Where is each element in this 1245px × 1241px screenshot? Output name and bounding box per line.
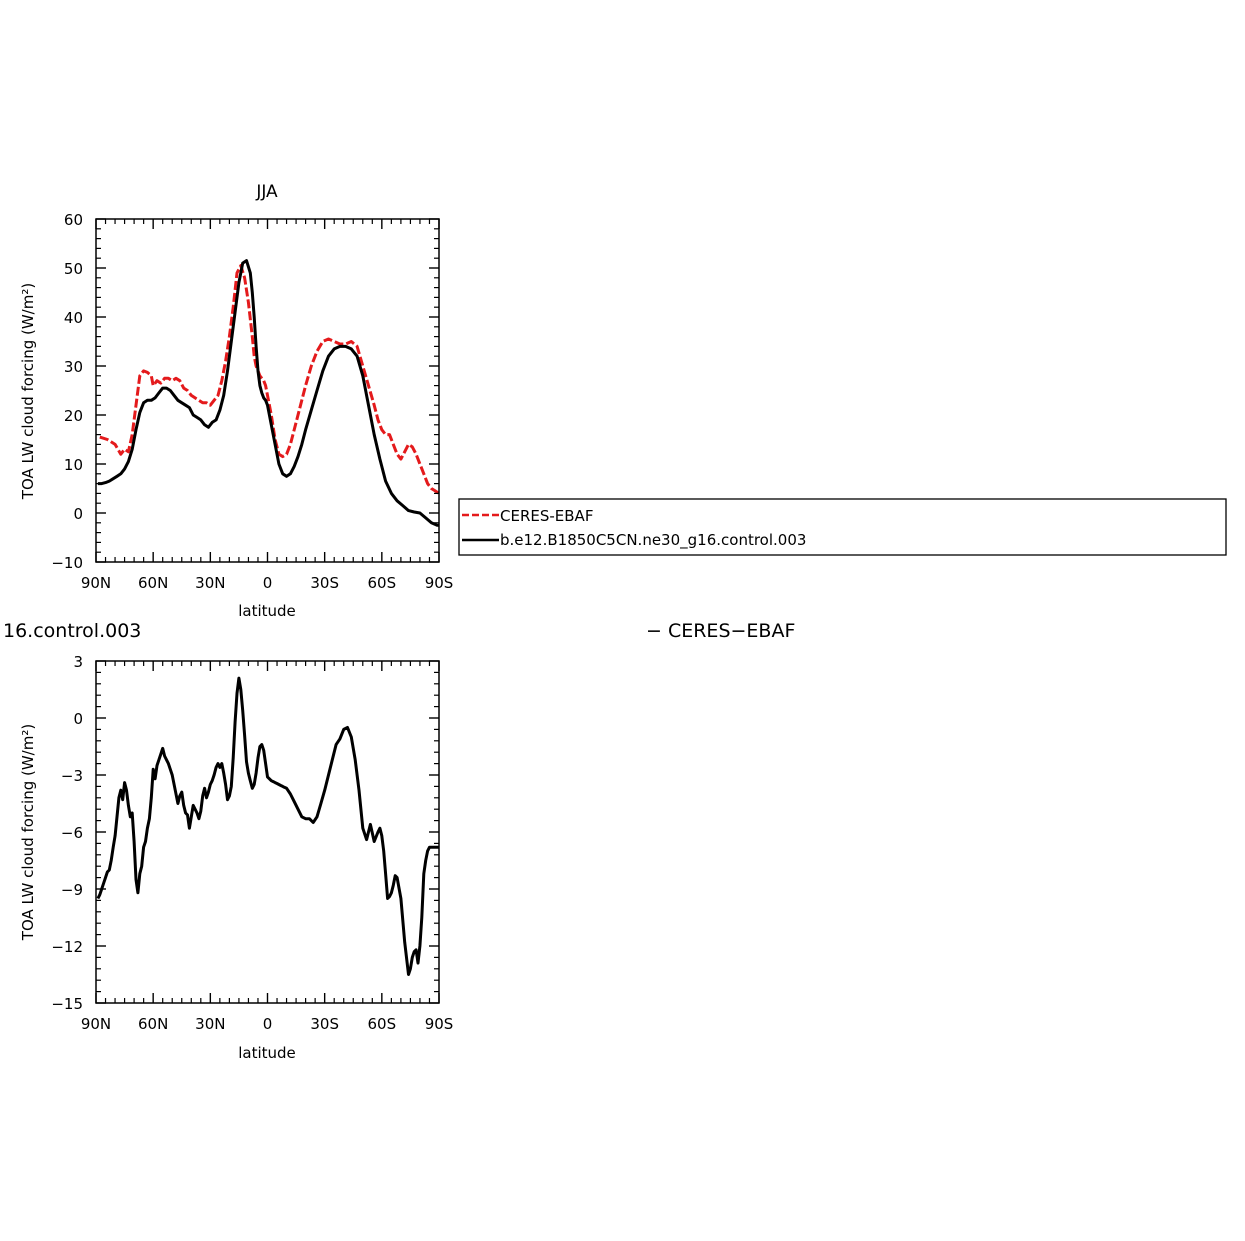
bottom-x-tick-label: 60S bbox=[368, 1015, 397, 1033]
top-y-tick-label: 60 bbox=[64, 211, 83, 229]
bottom-y-tick-label: 3 bbox=[73, 653, 83, 671]
top-panel: JJA 90N 60N 30N 0 30S 60S 90S6050403020100−10 … bbox=[19, 182, 453, 620]
top-x-tick-label: 90S bbox=[425, 574, 454, 592]
bottom-y-tick-label: −6 bbox=[61, 824, 83, 842]
top-y-tick-label: 50 bbox=[64, 260, 83, 278]
top-chart-title: JJA bbox=[255, 182, 278, 202]
top-y-tick-label: 30 bbox=[64, 358, 83, 376]
top-y-tick-label: 10 bbox=[64, 456, 83, 474]
top-x-axis-label: latitude bbox=[238, 602, 296, 620]
top-y-tick-label: 40 bbox=[64, 309, 83, 327]
bottom-x-tick-label: 90S bbox=[425, 1015, 454, 1033]
top-x-tick-label: 60N bbox=[138, 574, 168, 592]
legend-label-model: b.e12.B1850C5CN.ne30_g16.control.003 bbox=[500, 531, 806, 550]
bottom-y-tick-label: −3 bbox=[61, 767, 83, 785]
bottom-x-tick-label: 30N bbox=[195, 1015, 225, 1033]
bottom-chart-title: 16.control.003 bbox=[3, 620, 141, 642]
top-plot-frame bbox=[95, 218, 440, 563]
bottom-x-tick-label: 0 bbox=[263, 1015, 273, 1033]
legend: CERES-EBAF b.e12.B1850C5CN.ne30_g16.cont… bbox=[458, 498, 1227, 556]
bottom-x-axis-label: latitude bbox=[238, 1044, 296, 1062]
bottom-y-tick-label: −12 bbox=[51, 938, 83, 956]
bottom-series-line-0 bbox=[96, 676, 439, 976]
bottom-y-tick-label: 0 bbox=[73, 710, 83, 728]
legend-box bbox=[458, 498, 1227, 556]
top-x-tick-label: 30N bbox=[195, 574, 225, 592]
bottom-x-tick-label: 90N bbox=[81, 1015, 111, 1033]
bottom-x-tick-label: 60N bbox=[138, 1015, 168, 1033]
top-series-line-0 bbox=[99, 264, 439, 495]
top-x-tick-label: 0 bbox=[263, 574, 273, 592]
top-x-tick-label: 90N bbox=[81, 574, 111, 592]
top-series-line-1 bbox=[97, 259, 439, 527]
top-x-tick-label: 30S bbox=[310, 574, 339, 592]
top-y-tick-label: 0 bbox=[73, 505, 83, 523]
top-y-tick-label: −10 bbox=[51, 554, 83, 572]
bottom-panel: 16.control.003 − CERES−EBAF 90N 60N 30N 0 30… bbox=[3, 620, 795, 1062]
bottom-plot-area: 90N 60N 30N 0 30S 60S 90S 3 0 −3 −6 −9 −12 −15 bbox=[51, 653, 453, 1033]
top-plot-area: 90N 60N 30N 0 30S 60S 90S 60 50 40 30 20 10 0 −10 bbox=[51, 211, 453, 592]
bottom-y-axis-label: TOA LW cloud forcing (W/m²) bbox=[19, 724, 37, 941]
top-y-tick-label: 20 bbox=[64, 407, 83, 425]
legend-label-ceres: CERES-EBAF bbox=[500, 507, 593, 525]
bottom-y-tick-label: −9 bbox=[61, 881, 83, 899]
bottom-y-tick-label: −15 bbox=[51, 995, 83, 1013]
top-y-axis-label: TOA LW cloud forcing (W/m²) bbox=[19, 283, 37, 500]
bottom-x-tick-label: 30S bbox=[310, 1015, 339, 1033]
top-x-tick-label: 60S bbox=[368, 574, 397, 592]
bottom-chart-title-right: − CERES−EBAF bbox=[646, 620, 795, 642]
